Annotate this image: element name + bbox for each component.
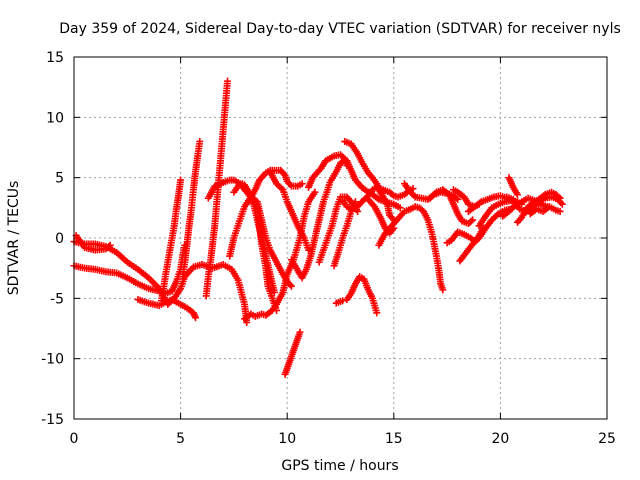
data-track-14 — [281, 328, 304, 378]
data-point — [469, 216, 477, 224]
axis-ticks: 0 5 10 15 20 25 -15 -10 -5 0 5 10 15 — [41, 50, 616, 447]
data-point — [106, 241, 114, 249]
y-tick-label: -15 — [41, 412, 64, 428]
data-point — [192, 314, 200, 322]
data-point — [556, 207, 564, 215]
data-track-16 — [305, 151, 404, 212]
data-point — [454, 195, 462, 203]
x-tick-label: 15 — [385, 431, 403, 447]
y-tick-label: 10 — [46, 110, 64, 126]
x-tick-label: 5 — [176, 431, 185, 447]
data-point — [298, 180, 306, 188]
data-point — [287, 282, 295, 290]
data-point — [177, 176, 185, 184]
data-track-5 — [157, 176, 185, 305]
data-point — [196, 137, 204, 145]
data-point — [339, 297, 347, 305]
data-point — [396, 204, 404, 212]
data-track-22 — [341, 137, 398, 224]
data-track-24 — [375, 203, 447, 294]
data-track-26 — [426, 186, 477, 228]
data-point — [373, 309, 381, 317]
data-point — [105, 242, 113, 250]
data-point — [224, 77, 232, 85]
data-track-10 — [230, 180, 281, 314]
y-tick-label: 15 — [46, 50, 64, 66]
data-point — [439, 286, 447, 294]
plot-frame — [73, 56, 608, 420]
data-track-13 — [266, 168, 313, 254]
data-track-6 — [179, 137, 204, 281]
data-point — [558, 200, 566, 208]
data-track-34 — [513, 188, 564, 226]
data-point — [388, 191, 396, 199]
data-track-29 — [456, 205, 515, 265]
y-axis-label: SDTVAR / TECUs — [6, 181, 22, 296]
data-points — [70, 77, 566, 378]
data-track-36 — [526, 203, 564, 218]
data-track-12 — [245, 166, 306, 206]
data-point — [467, 217, 475, 225]
data-point — [513, 191, 521, 199]
y-tick-label: -10 — [41, 352, 64, 368]
data-track-4 — [134, 296, 200, 322]
data-point — [555, 193, 563, 201]
data-track-15 — [287, 156, 351, 282]
x-tick-label: 10 — [278, 431, 296, 447]
data-point — [311, 188, 319, 196]
data-point — [296, 328, 304, 336]
data-track-3 — [72, 232, 114, 254]
x-tick-label: 25 — [598, 431, 616, 447]
x-axis-label: GPS time / hours — [281, 458, 398, 474]
data-track-35 — [505, 174, 521, 199]
data-track-20 — [332, 297, 347, 307]
data-point — [556, 194, 564, 202]
x-tick-label: 0 — [70, 431, 79, 447]
data-point — [270, 288, 278, 296]
y-tick-label: -5 — [50, 291, 64, 307]
x-tick-label: 20 — [491, 431, 509, 447]
chart-title: Day 359 of 2024, Sidereal Day-to-day VTE… — [59, 21, 621, 37]
y-tick-label: 5 — [55, 171, 64, 187]
y-tick-label: 0 — [55, 231, 64, 247]
data-track-21 — [343, 273, 381, 317]
